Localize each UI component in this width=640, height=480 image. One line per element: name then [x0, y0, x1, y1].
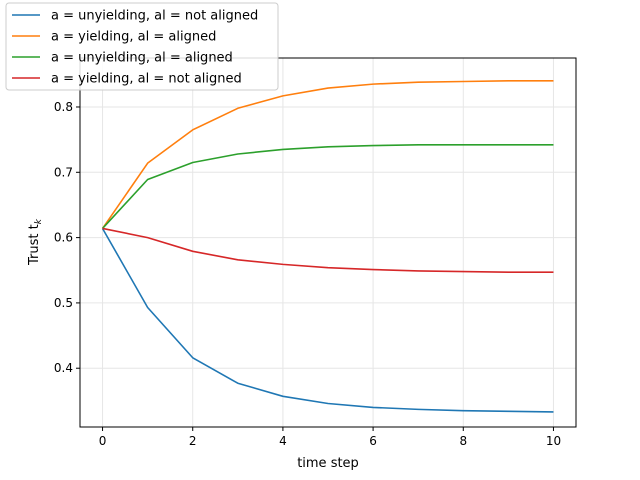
x-tick-label: 0 [99, 434, 107, 448]
y-axis-label: Trust tk [27, 218, 44, 266]
series-line-4 [102, 227, 554, 274]
x-axis-label: time step [297, 456, 359, 471]
x-tick-label: 4 [279, 434, 287, 448]
legend-label-2: a = yielding, al = aligned [51, 30, 216, 45]
series-line-1 [101, 228, 554, 413]
x-axis: 0 2 4 6 8 10 [99, 427, 561, 448]
y-tick-label: 0.8 [54, 100, 73, 114]
series-line-3 [101, 144, 554, 230]
series-line-2 [101, 80, 554, 229]
series-layer [101, 80, 554, 413]
y-tick-label: 0.6 [54, 231, 73, 245]
grid [80, 58, 576, 427]
legend: a = unyielding, al = not aligned a = yiel… [5, 2, 279, 91]
x-tick-label: 2 [189, 434, 197, 448]
x-tick-label: 8 [459, 434, 467, 448]
y-tick-label: 0.4 [54, 361, 73, 375]
legend-label-3: a = unyielding, al = aligned [51, 51, 233, 66]
legend-label-4: a = yielding, al = not aligned [51, 72, 242, 87]
y-axis: 0.4 0.5 0.6 0.7 0.8 [54, 100, 80, 375]
y-tick-label: 0.7 [54, 165, 73, 179]
x-tick-label: 10 [546, 434, 561, 448]
legend-label-1: a = unyielding, al = not aligned [51, 9, 258, 24]
y-axis-label-subscript: k [34, 218, 44, 224]
y-tick-label: 0.5 [54, 296, 73, 310]
axes-frame [79, 57, 577, 428]
legend-box [5, 2, 279, 91]
x-tick-label: 6 [369, 434, 377, 448]
